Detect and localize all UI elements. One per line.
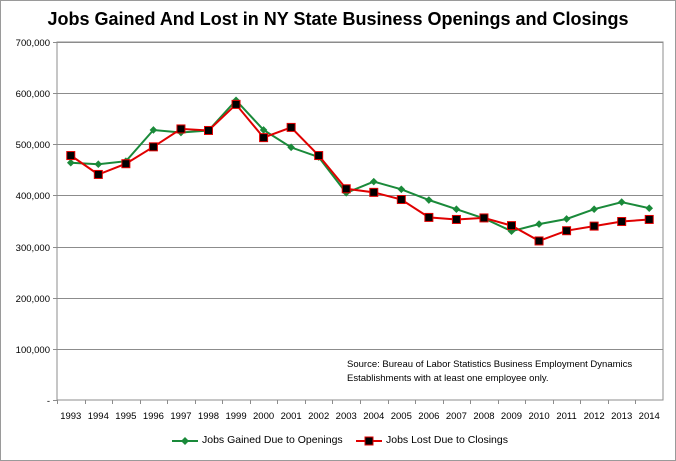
data-point-closings <box>396 195 406 205</box>
source-note-line-1: Source: Bureau of Labor Statistics Busin… <box>347 359 633 370</box>
data-point-closings <box>369 187 379 197</box>
x-tick-label: 1996 <box>143 411 164 422</box>
series-line-closings <box>70 102 650 242</box>
data-point-openings <box>66 158 75 167</box>
legend-label-openings: Jobs Gained Due to Openings <box>202 434 343 446</box>
data-point-closings <box>121 159 131 169</box>
x-tick-label: 1995 <box>115 411 136 422</box>
data-point-closings <box>451 214 461 224</box>
y-tick-label: 400,000 <box>16 191 50 202</box>
data-point-openings <box>94 160 103 169</box>
data-point-openings <box>287 143 295 152</box>
legend-swatch-closings <box>356 436 382 446</box>
x-tick-label: 2004 <box>363 411 384 422</box>
source-note-line-2: Establishments with at least one employe… <box>347 373 549 384</box>
data-point-closings <box>204 125 213 135</box>
data-point-openings <box>535 220 543 228</box>
data-point-closings <box>259 133 269 143</box>
data-point-openings <box>259 126 268 134</box>
x-tick-label: 2013 <box>611 411 632 422</box>
data-point-openings <box>452 205 461 214</box>
x-tick-label: 2011 <box>556 411 576 422</box>
data-point-closings <box>66 151 76 161</box>
y-tick-label: 200,000 <box>16 294 50 305</box>
data-point-openings <box>590 205 598 214</box>
x-tick-label: 2009 <box>501 411 522 422</box>
x-tick-label: 2002 <box>308 411 329 422</box>
data-point-openings <box>369 177 378 186</box>
x-tick-label: 2006 <box>418 411 439 422</box>
legend-swatch-openings <box>172 437 198 445</box>
data-point-closings <box>148 142 158 152</box>
data-point-closings <box>589 221 599 231</box>
y-tick-label: 300,000 <box>16 243 50 254</box>
x-tick-label: 2001 <box>281 411 302 422</box>
x-tick-label: 2007 <box>446 411 467 422</box>
legend-label-closings: Jobs Lost Due to Closings <box>386 434 508 446</box>
x-tick-label: 2010 <box>528 411 549 422</box>
data-point-closings <box>644 214 654 224</box>
plot-area <box>56 41 664 401</box>
x-tick-label: 1997 <box>170 411 191 422</box>
series-line-openings <box>70 98 650 233</box>
x-tick-label: 1994 <box>88 411 109 422</box>
y-tick-label: 600,000 <box>16 89 50 100</box>
y-tick-label: 500,000 <box>16 140 50 151</box>
data-point-closings <box>534 236 544 246</box>
data-point-openings <box>507 227 516 236</box>
chart-title: Jobs Gained And Lost in NY State Busines… <box>47 9 629 29</box>
data-point-closings <box>93 169 103 179</box>
x-tick-label: 1998 <box>198 411 219 422</box>
data-point-openings <box>645 204 654 213</box>
x-tick-label: 2012 <box>584 411 605 422</box>
y-tick-label: 100,000 <box>16 345 50 356</box>
x-tick-label: 1993 <box>60 411 81 422</box>
data-point-openings <box>425 196 433 204</box>
x-tick-label: 2014 <box>639 411 660 422</box>
data-point-closings <box>617 217 627 227</box>
x-tick-label: 2005 <box>391 411 412 422</box>
y-tick-label: - <box>47 396 50 407</box>
x-tick-label: 1999 <box>225 411 246 422</box>
data-point-openings <box>149 126 158 134</box>
data-point-closings <box>562 226 572 236</box>
data-point-closings <box>507 221 516 231</box>
data-point-openings <box>397 185 406 194</box>
x-tick-label: 2008 <box>473 411 494 422</box>
data-point-openings <box>562 215 571 223</box>
data-point-closings <box>424 212 434 222</box>
data-point-closings <box>479 213 489 223</box>
x-tick-label: 2000 <box>253 411 274 422</box>
data-point-closings <box>231 99 241 109</box>
data-point-closings <box>314 151 324 161</box>
x-tick-label: 2003 <box>336 411 357 422</box>
source-note: Source: Bureau of Labor Statistics Busin… <box>347 358 632 386</box>
y-tick-label: 700,000 <box>16 38 50 49</box>
data-point-closings <box>286 122 296 132</box>
data-point-openings <box>617 198 626 206</box>
data-point-closings <box>176 124 186 134</box>
data-point-closings <box>341 184 351 194</box>
